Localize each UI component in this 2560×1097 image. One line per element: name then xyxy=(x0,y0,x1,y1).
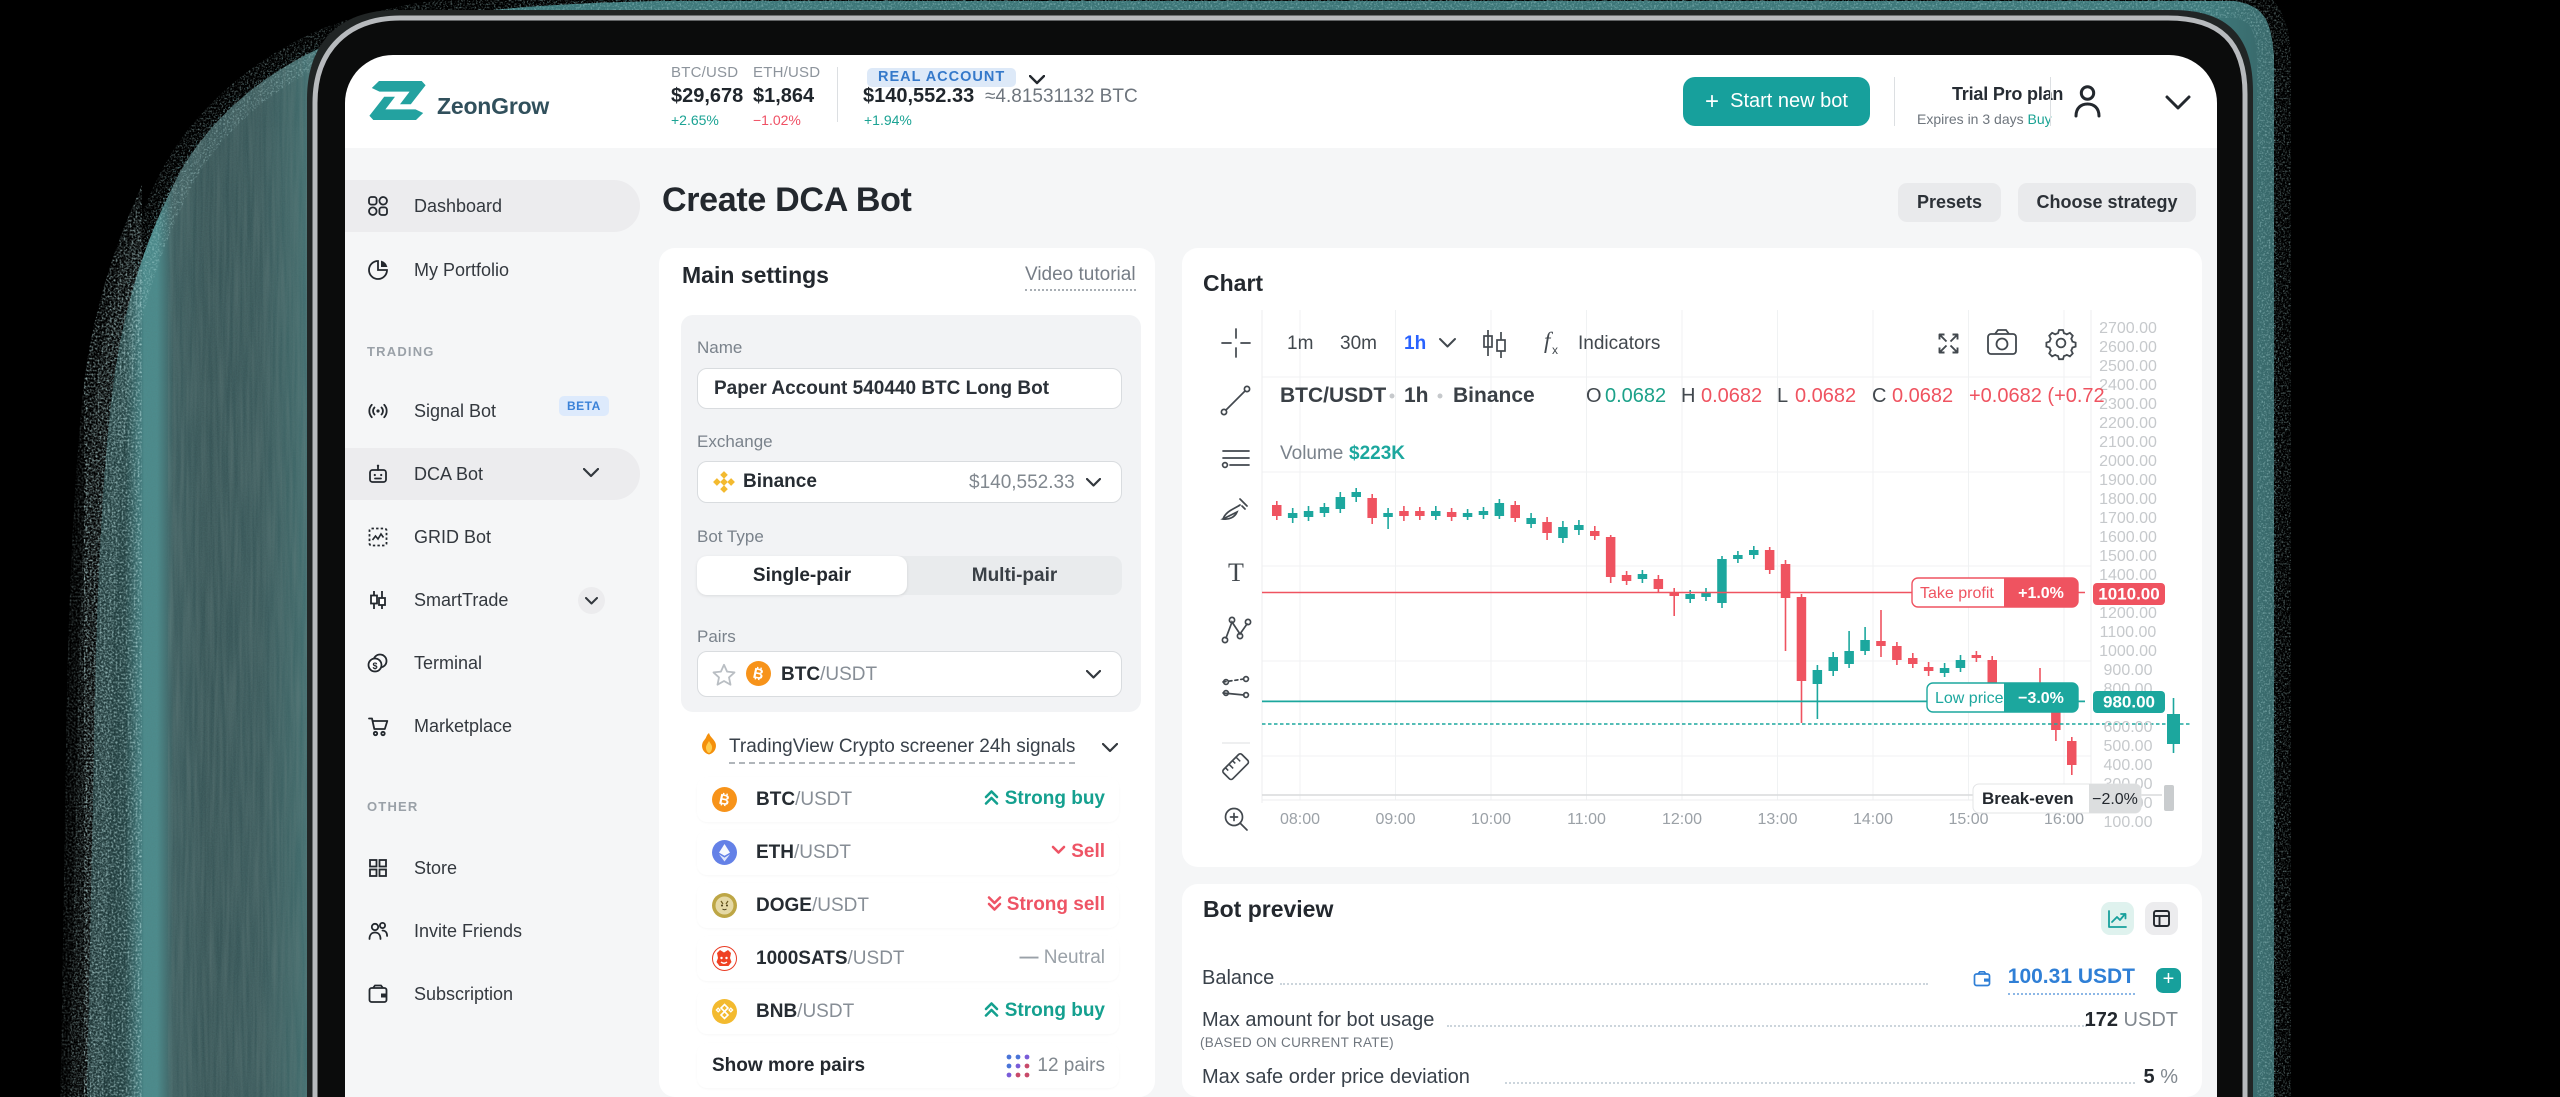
svg-text:1600.00: 1600.00 xyxy=(2099,529,2157,546)
svg-text:+1.0%: +1.0% xyxy=(2018,585,2064,602)
svg-text:$: $ xyxy=(372,661,377,671)
svg-text:15:00: 15:00 xyxy=(1948,811,1988,828)
svg-text:f: f xyxy=(1544,328,1554,353)
svg-text:1h: 1h xyxy=(1404,384,1429,407)
svg-text:Low price: Low price xyxy=(1935,690,2004,707)
svg-text:980.00: 980.00 xyxy=(2103,693,2155,712)
svg-text:100.00: 100.00 xyxy=(2104,814,2153,831)
svg-text:0.0682: 0.0682 xyxy=(1701,385,1762,407)
svg-text:2100.00: 2100.00 xyxy=(2099,434,2157,451)
svg-text:2000.00: 2000.00 xyxy=(2099,453,2157,470)
svg-text:2300.00: 2300.00 xyxy=(2099,396,2157,413)
svg-text:14:00: 14:00 xyxy=(1853,811,1893,828)
svg-text:0.0682: 0.0682 xyxy=(1892,385,1953,407)
svg-text:2200.00: 2200.00 xyxy=(2099,415,2157,432)
svg-text:30m: 30m xyxy=(1340,333,1377,354)
svg-text:13:00: 13:00 xyxy=(1757,811,1797,828)
svg-text:900.00: 900.00 xyxy=(2104,662,2153,679)
svg-text:1h: 1h xyxy=(1404,333,1426,354)
svg-text:x: x xyxy=(1552,343,1558,357)
svg-text:−3.0%: −3.0% xyxy=(2018,690,2064,707)
svg-text:2400.00: 2400.00 xyxy=(2099,377,2157,394)
svg-text:L: L xyxy=(1777,385,1788,407)
svg-text:08:00: 08:00 xyxy=(1280,811,1320,828)
svg-text:0.0682: 0.0682 xyxy=(1795,385,1856,407)
svg-text:1700.00: 1700.00 xyxy=(2099,510,2157,527)
svg-text:Take profit: Take profit xyxy=(1920,585,1994,602)
svg-text:Indicators: Indicators xyxy=(1578,333,1660,354)
svg-text:H: H xyxy=(1681,385,1695,407)
svg-text:1500.00: 1500.00 xyxy=(2099,548,2157,565)
svg-text:1010.00: 1010.00 xyxy=(2098,585,2159,604)
svg-text:−2.0%: −2.0% xyxy=(2092,791,2138,808)
svg-text:10:00: 10:00 xyxy=(1471,811,1511,828)
svg-text:09:00: 09:00 xyxy=(1375,811,1415,828)
svg-text:1200.00: 1200.00 xyxy=(2099,605,2157,622)
svg-text:2500.00: 2500.00 xyxy=(2099,358,2157,375)
svg-text:0.0682: 0.0682 xyxy=(1605,385,1666,407)
svg-text:1400.00: 1400.00 xyxy=(2099,567,2157,584)
svg-text:+0.0682 (+0.72: +0.0682 (+0.72 xyxy=(1969,385,2105,407)
svg-text:Break-even: Break-even xyxy=(1982,789,2074,808)
svg-text:1m: 1m xyxy=(1287,333,1313,354)
svg-text:1800.00: 1800.00 xyxy=(2099,491,2157,508)
svg-text:Volume: Volume xyxy=(1280,443,1343,464)
svg-text:Binance: Binance xyxy=(1453,384,1535,407)
svg-text:1900.00: 1900.00 xyxy=(2099,472,2157,489)
svg-text:12:00: 12:00 xyxy=(1662,811,1702,828)
svg-text:16:00: 16:00 xyxy=(2044,811,2084,828)
svg-text:T: T xyxy=(1228,558,1244,587)
svg-text:1000.00: 1000.00 xyxy=(2099,643,2157,660)
svg-text:500.00: 500.00 xyxy=(2104,738,2153,755)
svg-text:2700.00: 2700.00 xyxy=(2099,320,2157,337)
svg-text:600.00: 600.00 xyxy=(2104,719,2153,736)
svg-text:2600.00: 2600.00 xyxy=(2099,339,2157,356)
svg-text:11:00: 11:00 xyxy=(1567,811,1606,828)
svg-text:$223K: $223K xyxy=(1349,443,1405,464)
svg-text:O: O xyxy=(1586,385,1602,407)
svg-text:400.00: 400.00 xyxy=(2104,757,2153,774)
svg-text:1100.00: 1100.00 xyxy=(2100,624,2157,641)
svg-text:C: C xyxy=(1872,385,1886,407)
svg-text:BTC/USDT: BTC/USDT xyxy=(1280,384,1386,407)
